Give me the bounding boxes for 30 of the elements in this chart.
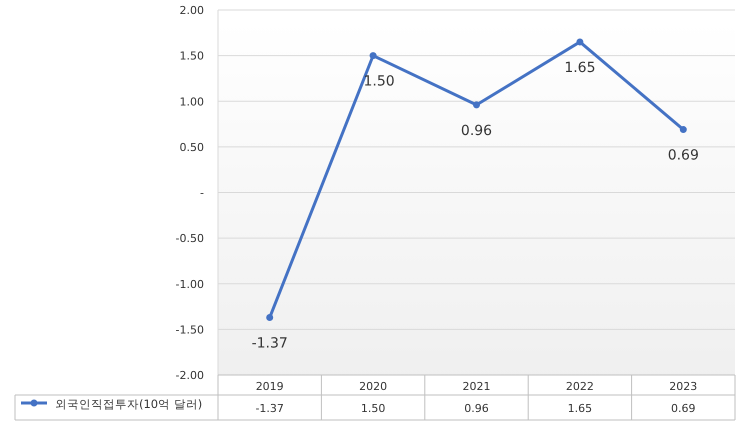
x-tick-label: 2022 [566,380,594,393]
x-tick-label: 2020 [359,380,388,393]
text: 1.65 [564,60,596,76]
data-label: 1.50 [360,402,386,415]
text: 0.69 [668,148,699,164]
y-tick-label: 2.00 [180,4,204,17]
text: -1.37 [252,336,288,352]
data-label: 0.69 [671,402,696,415]
point [680,126,687,134]
point [473,101,480,108]
y-tick-label: -2.00 [176,369,204,382]
y-tick-label: - [200,186,204,200]
data-label: 0.96 [464,402,489,415]
point [576,38,584,46]
text: 0.96 [460,122,492,139]
y-tick-label: 1.00 [180,95,204,108]
data-label: -1.37 [255,402,284,415]
y-tick-label: -1.50 [176,323,204,336]
x-tick-label: 2019 [256,380,284,393]
y-tick-label: -1.00 [176,278,204,291]
x-tick-label: 2021 [462,380,490,393]
point [370,52,377,60]
x-tick-label: 2023 [669,380,698,393]
text: 1.50 [364,74,395,90]
data-label: 1.65 [568,402,592,415]
legend-label: 외국인직접투자(10억 달러) [55,397,202,411]
y-tick-label: 0.50 [180,140,204,154]
y-tick-label: -0.50 [176,232,204,246]
point [266,314,274,322]
y-tick-label: 1.50 [180,50,204,63]
